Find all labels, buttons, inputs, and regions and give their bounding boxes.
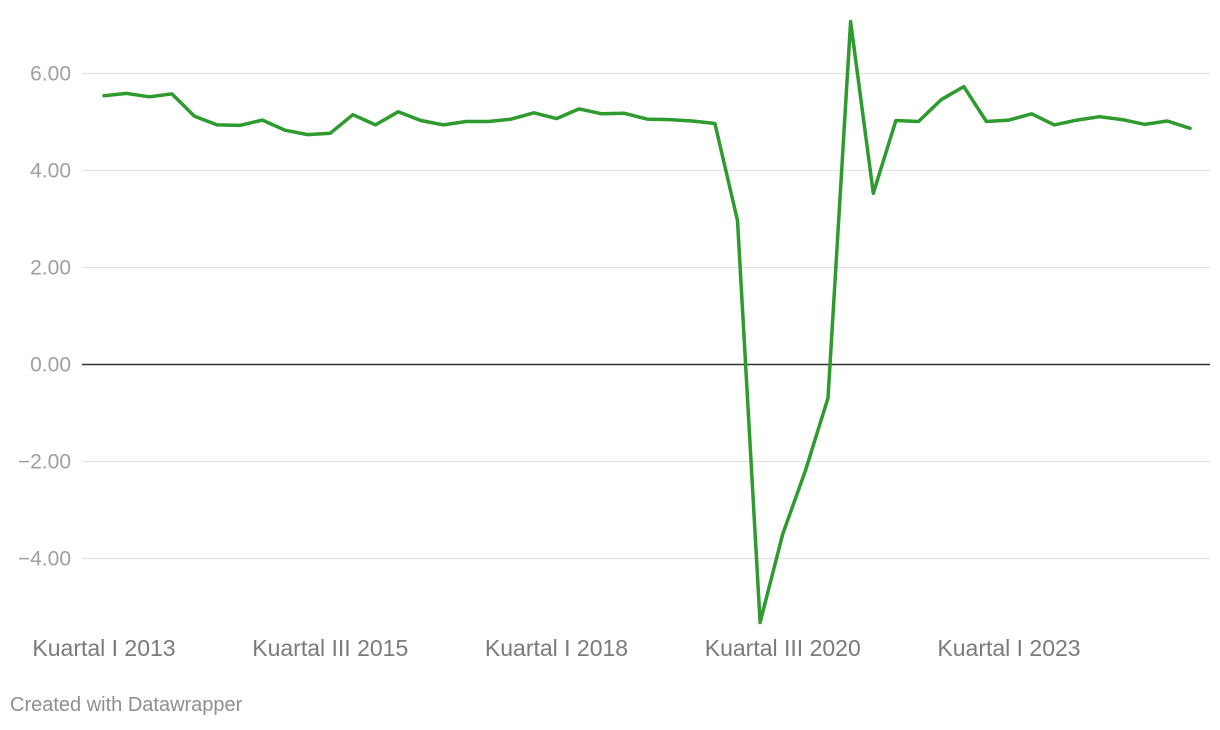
x-axis-tick-labels: Kuartal I 2013 Kuartal III 2015 Kuartal I … — [32, 635, 1080, 661]
x-tick-label: Kuartal I 2018 — [485, 635, 628, 661]
y-tick-label: −2.00 — [18, 451, 71, 474]
x-tick-label: Kuartal I 2023 — [937, 635, 1080, 661]
x-tick-label: Kuartal I 2013 — [32, 635, 175, 661]
series-line — [102, 19, 1192, 625]
y-axis-tick-labels: 6.00 4.00 2.00 0.00 −2.00 −4.00 — [18, 63, 71, 571]
x-tick-label: Kuartal III 2015 — [252, 635, 408, 661]
series-layer — [102, 19, 1192, 625]
datawrapper-credit: Created with Datawrapper — [10, 694, 243, 716]
gridlines — [82, 72, 1210, 560]
x-tick-label: Kuartal III 2020 — [705, 635, 861, 661]
line-chart: 6.00 4.00 2.00 0.00 −2.00 −4.00 Kuartal I 201… — [18, 19, 1210, 661]
y-tick-label: 2.00 — [30, 257, 71, 280]
y-tick-label: 4.00 — [30, 160, 71, 183]
y-tick-label: −4.00 — [18, 548, 71, 571]
y-tick-label: 0.00 — [30, 354, 71, 377]
y-tick-label: 6.00 — [30, 63, 71, 86]
